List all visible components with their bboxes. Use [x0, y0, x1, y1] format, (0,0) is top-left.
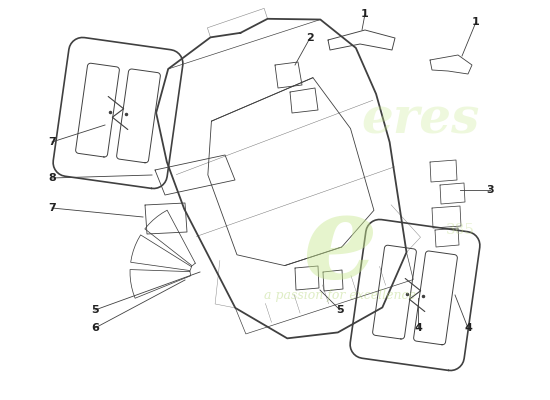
Text: 1: 1 — [361, 9, 369, 19]
Text: 4: 4 — [464, 323, 472, 333]
Text: 8: 8 — [48, 173, 56, 183]
Text: 5: 5 — [336, 305, 344, 315]
Text: 1: 1 — [472, 17, 480, 27]
Text: 3: 3 — [486, 185, 494, 195]
Text: 6: 6 — [91, 323, 99, 333]
Text: e: e — [302, 188, 377, 302]
Text: 385: 385 — [446, 223, 475, 237]
Text: a passion for excellence: a passion for excellence — [264, 288, 416, 302]
Text: 5: 5 — [91, 305, 99, 315]
Text: 7: 7 — [48, 137, 56, 147]
Text: 4: 4 — [414, 323, 422, 333]
Text: eres: eres — [361, 96, 479, 144]
Text: 2: 2 — [306, 33, 314, 43]
Text: 7: 7 — [48, 203, 56, 213]
